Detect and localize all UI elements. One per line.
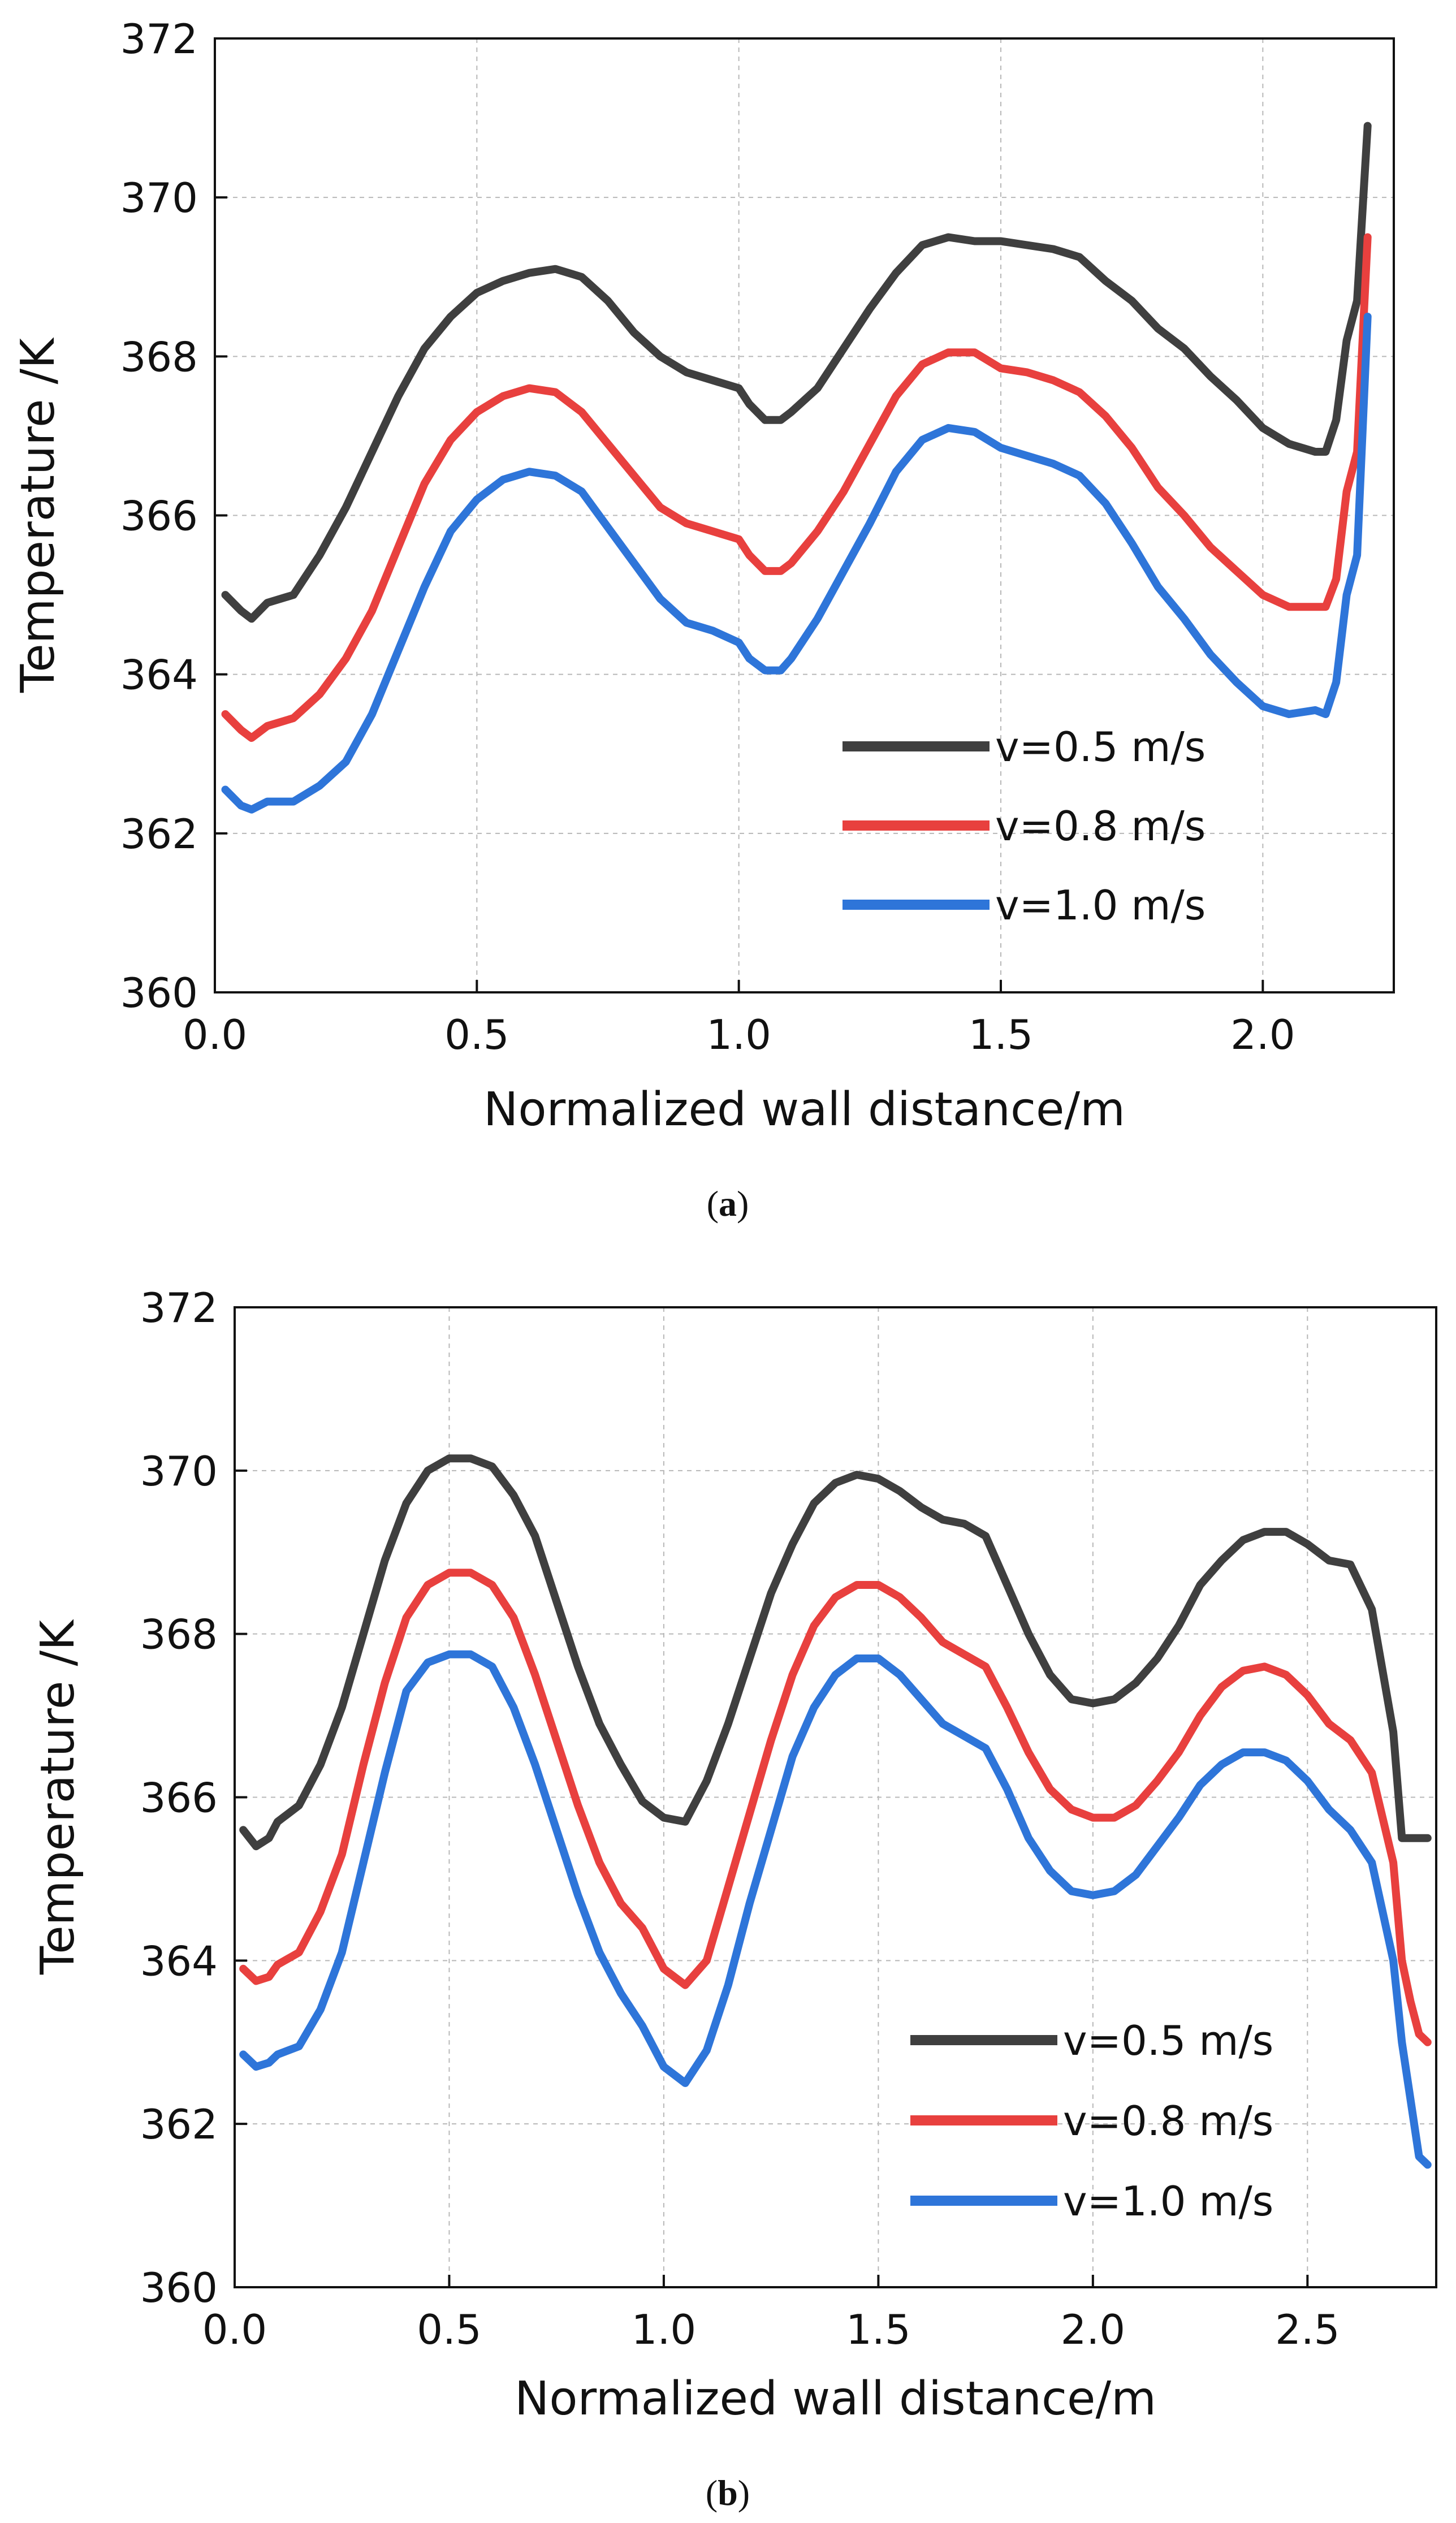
caption-close-paren: ) bbox=[737, 1183, 749, 1224]
y-tick-label: 360 bbox=[120, 969, 198, 1017]
series-line-2 bbox=[221, 233, 1372, 742]
caption-letter: a bbox=[719, 1183, 737, 1224]
series-line-3 bbox=[239, 1650, 1432, 2169]
legend-label-3: v=1.0 m/s bbox=[1063, 2178, 1273, 2225]
legend-label-2: v=0.8 m/s bbox=[1063, 2097, 1273, 2145]
y-tick-label: 372 bbox=[120, 15, 198, 63]
legend-label-1: v=0.5 m/s bbox=[1063, 2017, 1273, 2064]
legend-label-3: v=1.0 m/s bbox=[995, 882, 1206, 929]
x-tick-label: 1.0 bbox=[632, 2306, 697, 2353]
series-group bbox=[239, 1454, 1432, 2169]
y-ticks: 360 362 364 366 368 370 372 bbox=[120, 15, 227, 1017]
y-tick-label: 360 bbox=[140, 2264, 218, 2312]
y-tick-label: 370 bbox=[120, 174, 198, 222]
grid bbox=[235, 1307, 1436, 2287]
figure-caption: (b) bbox=[706, 2473, 750, 2513]
series-group bbox=[221, 122, 1372, 814]
x-tick-label: 1.5 bbox=[846, 2306, 911, 2353]
x-ticks: 0.0 0.5 1.0 1.5 2.0 2.5 bbox=[202, 2275, 1340, 2353]
legend: v=0.5 m/s v=0.8 m/s v=1.0 m/s bbox=[843, 723, 1206, 929]
x-axis-title: Normalized wall distance/m bbox=[483, 1083, 1125, 1137]
temperature-chart-a: 0.0 0.5 1.0 1.5 2.0 360 362 364 366 368 370 372 Norm… bbox=[11, 15, 1395, 1224]
y-tick-label: 366 bbox=[140, 1774, 218, 1822]
x-ticks: 0.0 0.5 1.0 1.5 2.0 bbox=[183, 980, 1295, 1059]
x-tick-label: 0.0 bbox=[183, 1011, 248, 1059]
y-tick-label: 368 bbox=[140, 1611, 218, 1658]
y-tick-label: 368 bbox=[120, 333, 198, 381]
y-tick-label: 372 bbox=[140, 1284, 218, 1332]
y-ticks: 360 362 364 366 368 370 372 bbox=[140, 1284, 247, 2312]
y-tick-label: 364 bbox=[120, 651, 198, 699]
caption-open-paren: ( bbox=[706, 2473, 718, 2513]
y-tick-label: 364 bbox=[140, 1937, 218, 1985]
grid bbox=[215, 38, 1394, 992]
caption-close-paren: ) bbox=[738, 2473, 750, 2513]
x-tick-label: 2.5 bbox=[1275, 2306, 1340, 2353]
legend-label-1: v=0.5 m/s bbox=[995, 723, 1206, 771]
figure-a: 0.0 0.5 1.0 1.5 2.0 360 362 364 366 368 370 372 Norm… bbox=[0, 0, 1456, 1261]
series-line-1 bbox=[239, 1454, 1432, 1851]
figure-caption: (a) bbox=[707, 1183, 749, 1224]
y-tick-label: 362 bbox=[120, 810, 198, 858]
y-tick-label: 366 bbox=[120, 492, 198, 540]
legend-label-2: v=0.8 m/s bbox=[995, 802, 1206, 850]
x-tick-label: 1.5 bbox=[969, 1011, 1034, 1059]
series-line-3 bbox=[221, 313, 1372, 814]
figure-b: 0.0 0.5 1.0 1.5 2.0 2.5 360 362 364 366 368 370 372 N… bbox=[0, 1261, 1456, 2523]
y-tick-label: 370 bbox=[140, 1448, 218, 1495]
y-axis-title: Temperature /K bbox=[31, 1619, 85, 1975]
caption-open-paren: ( bbox=[707, 1183, 719, 1224]
y-axis-title: Temperature /K bbox=[11, 337, 65, 693]
x-tick-label: 0.0 bbox=[202, 2306, 267, 2353]
x-tick-label: 0.5 bbox=[444, 1011, 509, 1059]
x-axis-title: Normalized wall distance/m bbox=[515, 2372, 1156, 2426]
y-tick-label: 362 bbox=[140, 2101, 218, 2148]
caption-letter: b bbox=[718, 2473, 738, 2513]
temperature-chart-b: 0.0 0.5 1.0 1.5 2.0 2.5 360 362 364 366 368 370 372 N… bbox=[31, 1284, 1437, 2513]
x-tick-label: 2.0 bbox=[1061, 2306, 1126, 2353]
legend: v=0.5 m/s v=0.8 m/s v=1.0 m/s bbox=[910, 2017, 1273, 2225]
x-tick-label: 2.0 bbox=[1230, 1011, 1295, 1059]
series-line-1 bbox=[221, 122, 1372, 623]
x-tick-label: 0.5 bbox=[417, 2306, 482, 2353]
x-tick-label: 1.0 bbox=[706, 1011, 771, 1059]
series-line-2 bbox=[239, 1569, 1432, 2046]
